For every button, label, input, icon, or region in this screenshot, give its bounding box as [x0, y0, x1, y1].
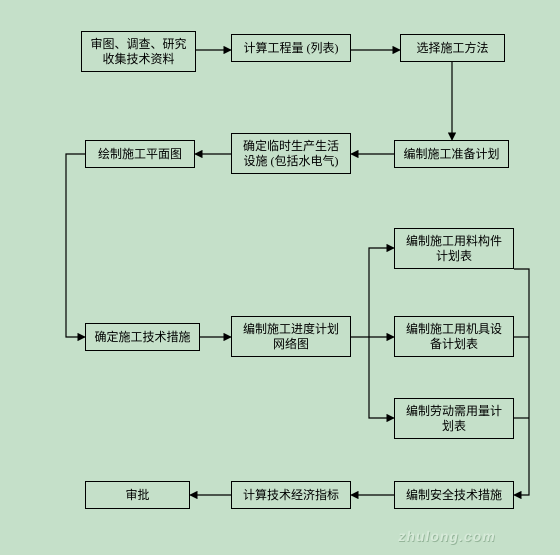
node-n5: 确定临时生产生活设施 (包括水电气) [231, 133, 351, 174]
node-n13: 计算技术经济指标 [231, 481, 351, 509]
edge [66, 154, 85, 337]
node-n10: 编制施工用机具设备计划表 [394, 316, 514, 357]
edge [514, 269, 529, 495]
node-n8: 编制施工进度计划网络图 [231, 316, 351, 357]
node-n14: 审批 [85, 481, 190, 509]
node-n3: 选择施工方法 [400, 34, 505, 62]
node-n7: 确定施工技术措施 [85, 323, 200, 351]
node-n12: 编制安全技术措施 [394, 481, 514, 509]
node-n9: 编制施工用料构件计划表 [394, 228, 514, 269]
node-n2: 计算工程量 (列表) [231, 34, 351, 62]
edges-layer [0, 0, 560, 555]
edge [369, 337, 394, 418]
flowchart-stage: 审图、调查、研究收集技术资料计算工程量 (列表)选择施工方法编制施工准备计划确定… [0, 0, 560, 555]
node-n6: 绘制施工平面图 [85, 140, 195, 168]
node-n4: 编制施工准备计划 [394, 140, 509, 168]
node-n1: 审图、调查、研究收集技术资料 [81, 31, 196, 72]
node-n11: 编制劳动需用量计划表 [394, 398, 514, 439]
edge [369, 248, 394, 337]
